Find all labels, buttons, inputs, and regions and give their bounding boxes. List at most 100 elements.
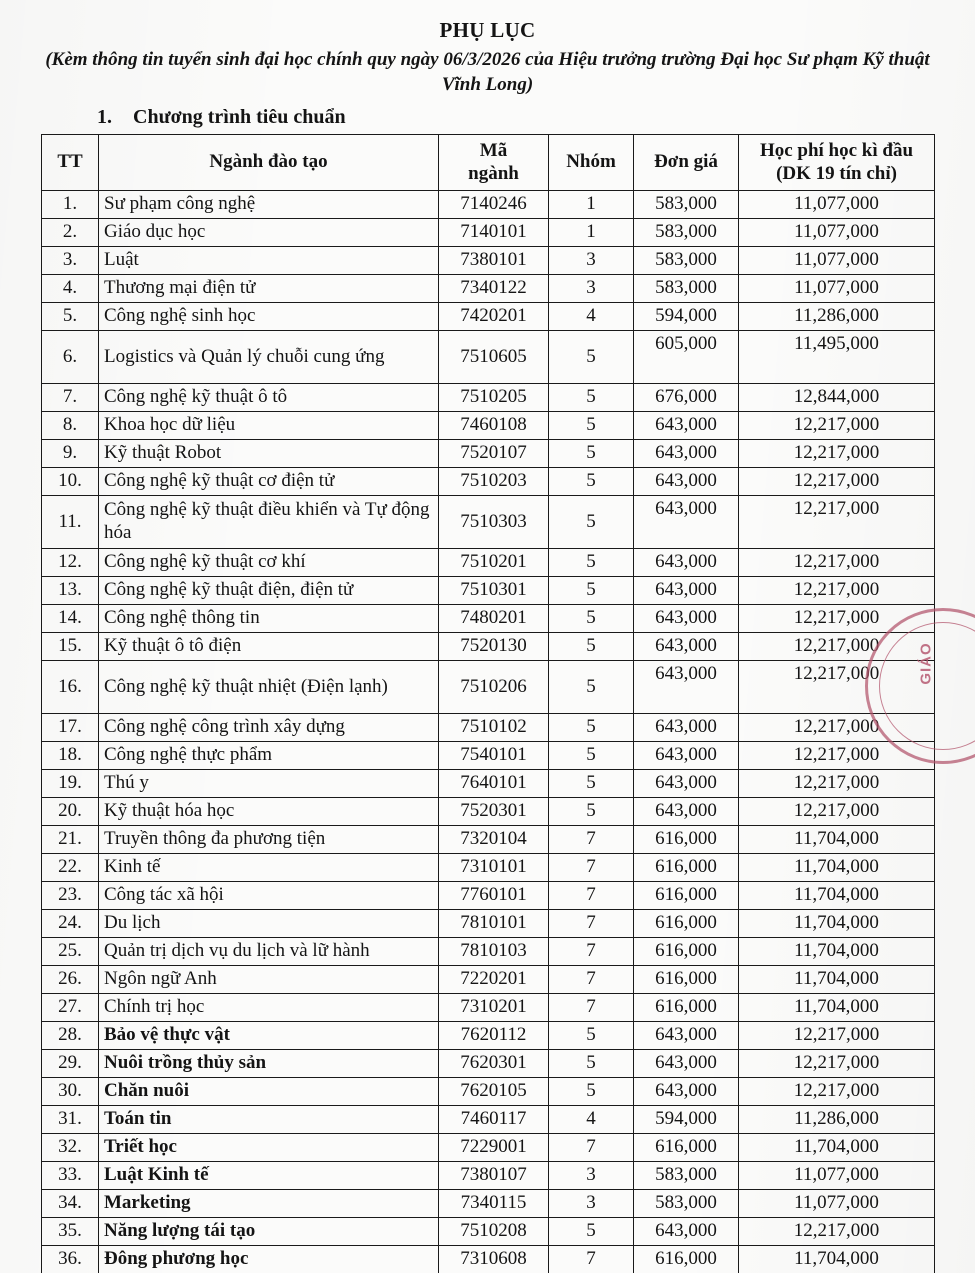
cell-first-term-fee: 12,217,000 (738, 740, 935, 770)
cell-first-term-fee: 11,286,000 (738, 301, 935, 331)
cell-first-term-fee: 11,704,000 (738, 824, 935, 854)
cell-major-code: 7520107 (438, 438, 549, 468)
cell-group: 7 (548, 964, 634, 994)
cell-major-code: 7510201 (438, 547, 549, 577)
cell-unit-price: 643,000 (633, 438, 739, 468)
cell-group: 5 (548, 329, 634, 384)
cell-major-name: Chăn nuôi (98, 1076, 439, 1106)
cell-major-code: 7510205 (438, 382, 549, 412)
cell-major-name: Công nghệ kỹ thuật nhiệt (Điện lạnh) (98, 659, 439, 714)
cell-major-code: 7620112 (438, 1020, 549, 1050)
cell-major-name: Công nghệ công trình xây dựng (98, 712, 439, 742)
cell-order-number: 27. (41, 992, 99, 1022)
table-row: 31. Toán tin 7460117 4 594,000 11,286,000 (41, 1104, 935, 1134)
cell-first-term-fee: 12,217,000 (738, 547, 935, 577)
cell-unit-price: 643,000 (633, 494, 739, 549)
cell-group: 7 (548, 992, 634, 1022)
cell-major-code: 7140101 (438, 217, 549, 247)
cell-order-number: 25. (41, 936, 99, 966)
table-row: 14. Công nghệ thông tin 7480201 5 643,000 12,… (41, 603, 935, 633)
table-row: 12. Công nghệ kỹ thuật cơ khí 7510201 5 643,… (41, 547, 935, 577)
tuition-fee-table: TT Ngành đào tạo Mã ngành Nhóm Đơn giá H… (41, 134, 935, 1273)
cell-first-term-fee: 11,704,000 (738, 936, 935, 966)
table-row: 5. Công nghệ sinh học 7420201 4 594,000 11,28… (41, 301, 935, 331)
cell-first-term-fee: 11,077,000 (738, 1188, 935, 1218)
cell-unit-price: 643,000 (633, 603, 739, 633)
cell-major-name: Kỹ thuật hóa học (98, 796, 439, 826)
cell-major-name: Kỹ thuật Robot (98, 438, 439, 468)
cell-major-name: Logistics và Quản lý chuỗi cung ứng (98, 329, 439, 384)
cell-major-name: Năng lượng tái tạo (98, 1216, 439, 1246)
cell-unit-price: 616,000 (633, 992, 739, 1022)
cell-group: 1 (548, 217, 634, 247)
cell-major-code: 7760101 (438, 880, 549, 910)
cell-major-name: Sư phạm công nghệ (98, 189, 439, 219)
cell-unit-price: 643,000 (633, 659, 739, 714)
cell-group: 3 (548, 1160, 634, 1190)
cell-first-term-fee: 11,704,000 (738, 908, 935, 938)
cell-major-name: Công nghệ kỹ thuật cơ khí (98, 547, 439, 577)
cell-order-number: 20. (41, 796, 99, 826)
cell-order-number: 5. (41, 301, 99, 331)
cell-order-number: 1. (41, 189, 99, 219)
cell-unit-price: 594,000 (633, 301, 739, 331)
cell-major-name: Du lịch (98, 908, 439, 938)
cell-group: 4 (548, 1104, 634, 1134)
table-row: 25. Quản trị dịch vụ du lịch và lữ hành 78… (41, 936, 935, 966)
cell-major-name: Kinh tế (98, 852, 439, 882)
cell-major-code: 7310608 (438, 1244, 549, 1273)
cell-order-number: 4. (41, 273, 99, 303)
column-header-first-term-fee: Học phí học kì đầu (DK 19 tín chỉ) (738, 134, 935, 191)
cell-major-code: 7810101 (438, 908, 549, 938)
cell-unit-price: 643,000 (633, 1216, 739, 1246)
cell-group: 7 (548, 880, 634, 910)
cell-major-code: 7640101 (438, 768, 549, 798)
cell-major-name: Ngôn ngữ Anh (98, 964, 439, 994)
cell-major-code: 7620301 (438, 1048, 549, 1078)
table-row: 34. Marketing 7340115 3 583,000 11,077,000 (41, 1188, 935, 1218)
cell-major-name: Chính trị học (98, 992, 439, 1022)
cell-order-number: 12. (41, 547, 99, 577)
cell-major-name: Giáo dục học (98, 217, 439, 247)
cell-order-number: 18. (41, 740, 99, 770)
cell-unit-price: 594,000 (633, 1104, 739, 1134)
cell-major-name: Quản trị dịch vụ du lịch và lữ hành (98, 936, 439, 966)
cell-major-name: Công nghệ kỹ thuật ô tô (98, 382, 439, 412)
table-row: 22. Kinh tế 7310101 7 616,000 11,704,000 (41, 852, 935, 882)
cell-major-code: 7510301 (438, 575, 549, 605)
cell-unit-price: 616,000 (633, 1244, 739, 1273)
cell-group: 5 (548, 494, 634, 549)
table-row: 33. Luật Kinh tế 7380107 3 583,000 11,077,000 (41, 1160, 935, 1190)
table-row: 18. Công nghệ thực phẩm 7540101 5 643,000 12,… (41, 740, 935, 770)
table-row: 9. Kỹ thuật Robot 7520107 5 643,000 12,217,00… (41, 438, 935, 468)
column-header-unit-price: Đơn giá (633, 134, 739, 191)
cell-order-number: 16. (41, 659, 99, 714)
table-row: 17. Công nghệ công trình xây dựng 7510102 5… (41, 712, 935, 742)
cell-major-code: 7540101 (438, 740, 549, 770)
cell-order-number: 22. (41, 852, 99, 882)
table-row: 6. Logistics và Quản lý chuỗi cung ứng 751… (41, 329, 935, 384)
cell-group: 5 (548, 547, 634, 577)
cell-order-number: 35. (41, 1216, 99, 1246)
cell-major-code: 7420201 (438, 301, 549, 331)
cell-first-term-fee: 11,077,000 (738, 245, 935, 275)
cell-group: 7 (548, 1244, 634, 1273)
cell-major-code: 7310201 (438, 992, 549, 1022)
cell-group: 5 (548, 1076, 634, 1106)
cell-major-code: 7380101 (438, 245, 549, 275)
cell-major-name: Đông phương học (98, 1244, 439, 1273)
cell-first-term-fee: 12,217,000 (738, 1048, 935, 1078)
cell-major-code: 7340122 (438, 273, 549, 303)
cell-group: 7 (548, 824, 634, 854)
column-header-code-line2: ngành (468, 162, 519, 184)
cell-first-term-fee: 12,217,000 (738, 796, 935, 826)
cell-major-code: 7510605 (438, 329, 549, 384)
cell-major-code: 7510208 (438, 1216, 549, 1246)
cell-major-name: Công nghệ sinh học (98, 301, 439, 331)
cell-unit-price: 643,000 (633, 768, 739, 798)
cell-first-term-fee: 12,217,000 (738, 1020, 935, 1050)
cell-major-code: 7480201 (438, 603, 549, 633)
cell-unit-price: 616,000 (633, 964, 739, 994)
cell-major-code: 7620105 (438, 1076, 549, 1106)
table-row: 1. Sư phạm công nghệ 7140246 1 583,000 11,077… (41, 189, 935, 219)
